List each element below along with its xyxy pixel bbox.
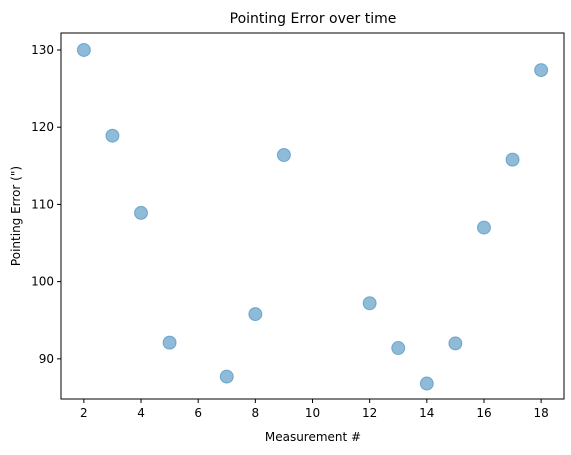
data-point — [76, 42, 91, 57]
data-point — [419, 376, 434, 391]
y-tick-label: 90 — [39, 352, 54, 366]
x-tick-label: 14 — [419, 406, 434, 420]
data-point — [219, 369, 234, 384]
x-tick-label: 2 — [80, 406, 88, 420]
y-tick-label: 110 — [31, 197, 54, 211]
points-layer — [76, 42, 549, 391]
data-point — [134, 205, 149, 220]
x-tick-label: 8 — [252, 406, 260, 420]
data-point — [105, 128, 120, 143]
y-tick-label: 130 — [31, 43, 54, 57]
data-point — [391, 341, 406, 356]
data-point — [505, 152, 520, 167]
data-point — [162, 335, 177, 350]
data-point — [476, 220, 491, 235]
chart-title: Pointing Error over time — [230, 11, 397, 27]
x-axis-label: Measurement # — [265, 430, 361, 444]
y-tick-label: 100 — [31, 275, 54, 289]
y-tick-label: 120 — [31, 120, 54, 134]
x-tick-label: 12 — [362, 406, 377, 420]
data-point — [276, 148, 291, 162]
x-axis-ticks: 2 4 6 8 10 12 14 16 18 — [80, 399, 549, 420]
x-tick-label: 6 — [194, 406, 202, 420]
y-axis-ticks: 90 100 110 120 130 — [31, 43, 61, 366]
x-tick-label: 16 — [476, 406, 491, 420]
data-point — [248, 307, 263, 322]
x-tick-label: 4 — [137, 406, 145, 420]
x-tick-label: 10 — [305, 406, 320, 420]
data-point — [534, 63, 549, 78]
data-point — [362, 296, 377, 311]
y-axis-label: Pointing Error (") — [9, 166, 23, 266]
data-point — [448, 336, 463, 351]
x-tick-label: 18 — [533, 406, 548, 420]
